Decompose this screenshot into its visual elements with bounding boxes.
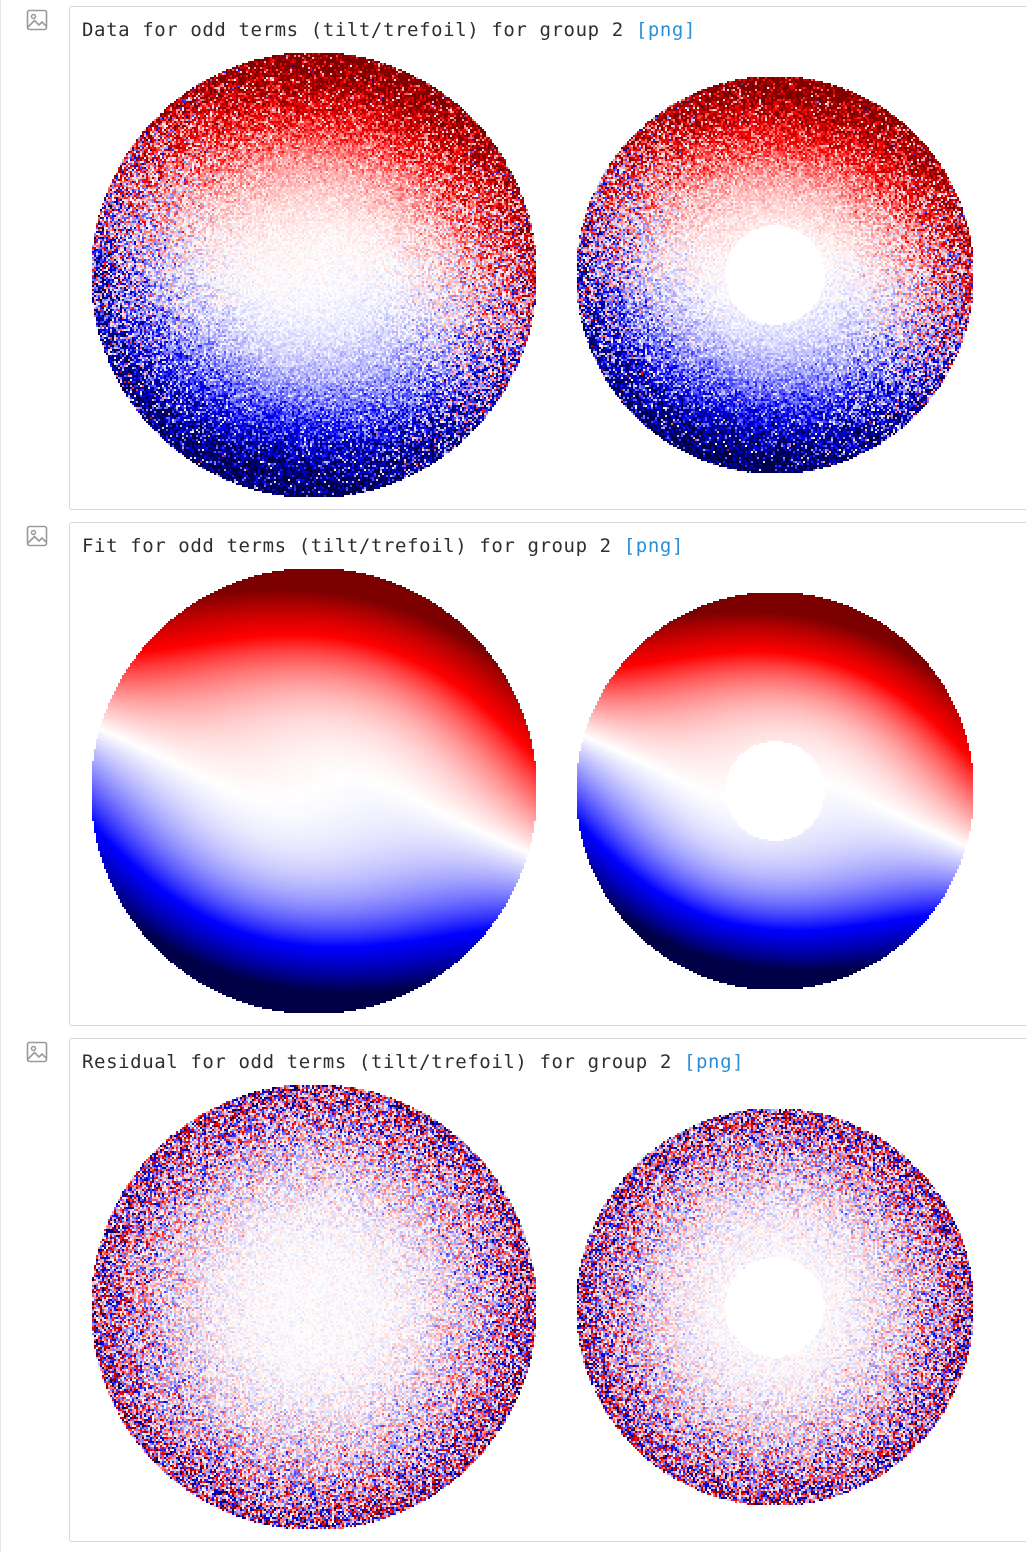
image-icon[interactable] [25, 1040, 49, 1064]
wavefront-map-full [90, 567, 538, 1015]
png-link[interactable]: [png] [623, 535, 684, 557]
caption-text: Residual for odd terms (tilt/trefoil) fo… [82, 1051, 672, 1073]
wavefront-map-annular [575, 1107, 975, 1507]
output-caption: Residual for odd terms (tilt/trefoil) fo… [82, 1051, 744, 1073]
output-card: Fit for odd terms (tilt/trefoil) for gro… [69, 522, 1026, 1026]
figure-data [70, 47, 1026, 509]
output-block-residual: Residual for odd terms (tilt/trefoil) fo… [1, 1038, 1026, 1542]
image-icon[interactable] [25, 8, 49, 32]
output-block-data: Data for odd terms (tilt/trefoil) for gr… [1, 6, 1026, 510]
wavefront-map-full [90, 1083, 538, 1531]
output-card: Residual for odd terms (tilt/trefoil) fo… [69, 1038, 1026, 1542]
figure-residual [70, 1079, 1026, 1541]
wavefront-map-annular [575, 591, 975, 991]
output-caption: Fit for odd terms (tilt/trefoil) for gro… [82, 535, 684, 557]
wavefront-map-full [90, 51, 538, 499]
caption-text: Fit for odd terms (tilt/trefoil) for gro… [82, 535, 612, 557]
output-card: Data for odd terms (tilt/trefoil) for gr… [69, 6, 1026, 510]
output-block-fit: Fit for odd terms (tilt/trefoil) for gro… [1, 522, 1026, 1026]
output-caption: Data for odd terms (tilt/trefoil) for gr… [82, 19, 696, 41]
caption-text: Data for odd terms (tilt/trefoil) for gr… [82, 19, 624, 41]
png-link[interactable]: [png] [683, 1051, 745, 1073]
image-icon[interactable] [25, 524, 49, 548]
wavefront-map-annular [575, 75, 975, 475]
png-link[interactable]: [png] [635, 19, 697, 41]
figure-fit [70, 563, 1026, 1025]
